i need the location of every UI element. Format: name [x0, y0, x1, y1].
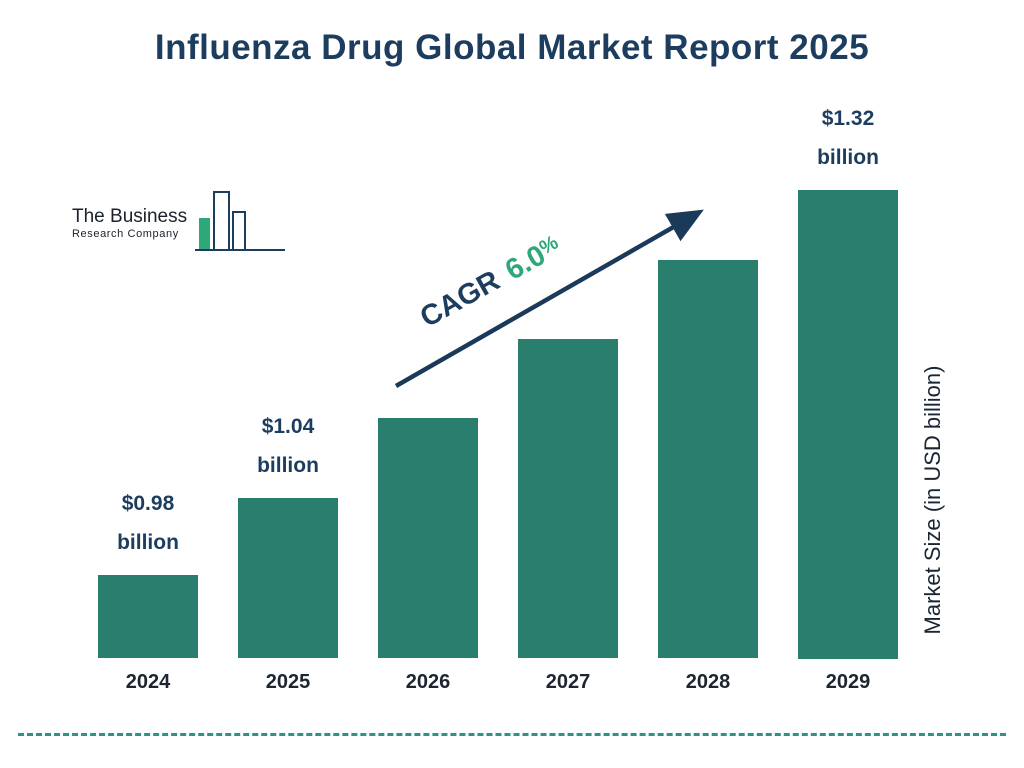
bar-column-2026: 2026 [358, 100, 498, 696]
logo-text: The Business Research Company [72, 206, 187, 240]
x-tick-label-2027: 2027 [545, 671, 591, 693]
bar-2024 [98, 575, 198, 658]
bar-column-2027: 2027 [498, 100, 638, 696]
bar-column-2028: 2028 [638, 100, 778, 696]
x-tick-label-2024: 2024 [125, 671, 171, 693]
logo-text-line1: The Business [72, 205, 188, 227]
bar-column-2024: $0.98 billion 2024 [78, 100, 218, 696]
company-logo: The Business Research Company [72, 190, 287, 256]
bar-chart: $0.98 billion 2024 $1.04 billion 2025 2026 2027… [78, 100, 918, 696]
x-tick-label-2025: 2025 [265, 671, 311, 693]
bar-value-label-2029: $1.32 billion [817, 107, 879, 169]
bar-column-2025: $1.04 billion 2025 [218, 100, 358, 696]
x-tick-label-2026: 2026 [405, 671, 451, 693]
logo-text-line2: Research Company [72, 227, 179, 240]
x-tick-label-2028: 2028 [685, 671, 731, 693]
bar-2028 [658, 260, 758, 658]
bar-value-label-2024: $0.98 billion [117, 492, 179, 555]
x-tick-label-2029: 2029 [825, 671, 871, 693]
bar-value-label-2025: $1.04 billion [257, 415, 319, 478]
bottom-dashed-line [18, 733, 1006, 736]
bar-2029 [798, 189, 898, 659]
logo-bars-icon [195, 191, 286, 251]
y-axis-label: Market Size (in USD billion) [920, 365, 945, 635]
bar-2026 [378, 418, 478, 658]
page-title: Influenza Drug Global Market Report 2025 [154, 28, 870, 67]
bar-column-2029: $1.32 billion 2029 [778, 100, 918, 696]
bar-2027 [518, 339, 618, 658]
bar-2025 [238, 498, 338, 658]
